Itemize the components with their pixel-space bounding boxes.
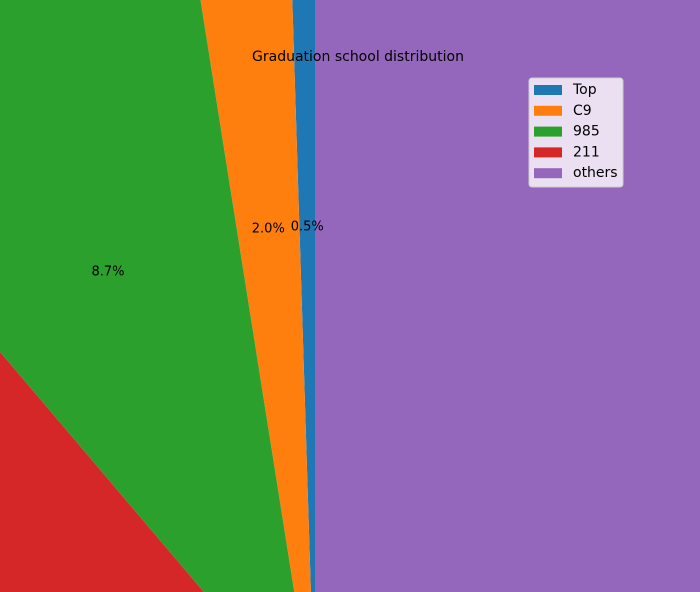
legend: Top C9 985 211 others [528,77,624,188]
legend-swatch [534,168,562,179]
chart-title: Graduation school distribution [252,49,464,65]
legend-swatch [534,85,562,95]
legend-label: Top [572,82,597,98]
value-label: 2.0% [252,222,285,237]
wedge [200,0,311,592]
legend-box [528,77,624,188]
legend-label: 211 [573,144,600,160]
legend-label: others [573,165,618,181]
legend-swatch [534,147,562,158]
legend-swatch [534,126,562,137]
wedge [0,0,295,592]
value-label: 0.5% [291,219,324,234]
legend-label: 985 [573,124,600,140]
labels: 0.5% 2.0% 8.7% [91,219,323,279]
wedge [292,0,315,592]
legend-label: C9 [573,103,592,119]
legend-swatch [534,105,562,116]
value-label: 8.7% [91,265,124,280]
wedge [0,351,204,592]
